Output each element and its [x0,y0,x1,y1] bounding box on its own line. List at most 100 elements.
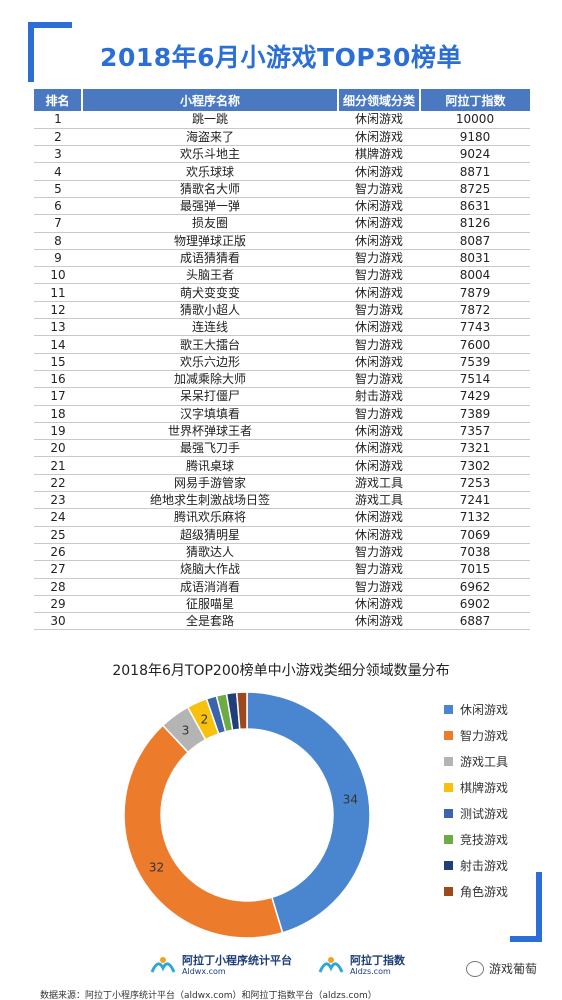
app-name-cell: 汉字填填看 [82,405,338,423]
aladdin-index-logo-icon [318,957,344,973]
index-cell: 8725 [420,180,530,198]
table-row: 24 腾讯欢乐麻将 休闲游戏 7132 [34,508,530,527]
index-cell: 7357 [420,422,530,441]
legend-item: 测试游戏 [444,800,508,826]
legend-label: 射击游戏 [460,858,509,873]
legend-swatch [444,834,453,844]
app-name-cell: 猜歌达人 [82,543,338,562]
category-cell: 智力游戏 [338,405,420,423]
app-name-cell: 跳一跳 [82,111,338,129]
legend-item: 游戏工具 [444,748,508,774]
index-cell: 6962 [420,578,530,596]
category-cell: 休闲游戏 [338,232,420,250]
app-name-cell: 歌王大擂台 [82,335,338,354]
legend-swatch [444,782,453,792]
category-cell: 休闲游戏 [338,197,420,216]
donut-slice [235,691,248,731]
app-name-cell: 腾讯桌球 [82,456,338,475]
legend-item: 竞技游戏 [444,826,508,852]
rank-cell: 6 [34,197,82,216]
index-cell: 7253 [420,474,530,493]
app-name-cell: 最强飞刀手 [82,439,338,458]
data-source-note: 数据来源：阿拉丁小程序统计平台（aldwx.com）和阿拉丁指数平台（aldzs… [40,991,377,1000]
rank-cell: 27 [34,560,82,579]
table-row: 20 最强飞刀手 休闲游戏 7321 [34,439,530,458]
category-cell: 休闲游戏 [338,422,420,441]
category-cell: 智力游戏 [338,543,420,562]
app-name-cell: 成语猜猜看 [82,249,338,268]
rank-cell: 26 [34,543,82,562]
index-cell: 8631 [420,197,530,216]
table-row: 8 物理弹球正版 休闲游戏 8087 [34,232,530,250]
index-cell: 6902 [420,595,530,614]
app-name-cell: 猜歌名大师 [82,180,338,198]
table-row: 19 世界杯弹球王者 休闲游戏 7357 [34,422,530,441]
corner-bracket-bottom-right [510,872,542,942]
app-name-cell: 世界杯弹球王者 [82,422,338,441]
rank-cell: 20 [34,439,82,458]
app-name-cell: 烧脑大作战 [82,560,338,579]
app-name-cell: 腾讯欢乐麻将 [82,508,338,527]
table-row: 21 腾讯桌球 休闲游戏 7302 [34,456,530,475]
rank-cell: 8 [34,232,82,250]
legend-swatch [444,704,453,714]
category-cell: 智力游戏 [338,578,420,596]
table-row: 23 绝地求生刺激战场日签 游戏工具 7241 [34,491,530,510]
index-cell: 7321 [420,439,530,458]
category-cell: 智力游戏 [338,335,420,354]
index-cell: 7069 [420,526,530,544]
index-cell: 7389 [420,405,530,423]
table-row: 9 成语猜猜看 智力游戏 8031 [34,249,530,268]
table-row: 4 欢乐球球 休闲游戏 8871 [34,162,530,181]
app-name-cell: 物理弹球正版 [82,232,338,250]
category-cell: 休闲游戏 [338,318,420,337]
table-row: 28 成语消消看 智力游戏 6962 [34,578,530,596]
rank-cell: 25 [34,526,82,544]
table-row: 14 歌王大擂台 智力游戏 7600 [34,335,530,354]
app-name-cell: 绝地求生刺激战场日签 [82,491,338,510]
chart-legend: 休闲游戏 智力游戏 游戏工具 棋牌游戏 测试游戏 竞技游戏 射击游戏 角色游戏 [444,696,508,904]
legend-item: 棋牌游戏 [444,774,508,800]
table-row: 17 呆呆打僵尸 射击游戏 7429 [34,387,530,406]
app-name-cell: 呆呆打僵尸 [82,387,338,406]
table-body: 1 跳一跳 休闲游戏 10000 2 海盗来了 休闲游戏 9180 3 欢乐斗地主 棋牌游戏 9024… [34,111,530,631]
rank-cell: 19 [34,422,82,441]
category-cell: 智力游戏 [338,180,420,198]
index-cell: 7429 [420,387,530,406]
legend-swatch [444,860,453,870]
legend-item: 休闲游戏 [444,696,508,722]
rank-cell: 9 [34,249,82,268]
table-row: 26 猜歌达人 智力游戏 7038 [34,543,530,562]
rank-cell: 18 [34,405,82,423]
index-cell: 7600 [420,335,530,354]
wechat-account-name: 游戏葡萄 [489,962,538,976]
rank-cell: 4 [34,162,82,181]
rank-cell: 17 [34,387,82,406]
rank-cell: 16 [34,370,82,389]
logo1-name: 阿拉丁小程序统计平台 [182,953,292,967]
index-cell: 8126 [420,214,530,233]
category-cell: 智力游戏 [338,560,420,579]
corner-bracket-top-left [28,22,72,82]
rank-cell: 12 [34,301,82,320]
category-cell: 休闲游戏 [338,111,420,129]
wechat-account: 游戏葡萄 [466,960,537,977]
category-cell: 游戏工具 [338,474,420,493]
category-cell: 智力游戏 [338,370,420,389]
app-name-cell: 最强弹一弹 [82,197,338,216]
donut-data-label: 3 [182,723,190,737]
rank-cell: 7 [34,214,82,233]
table-row: 22 网易手游管家 游戏工具 7253 [34,474,530,493]
aldwx-logo: 阿拉丁小程序统计平台 Aldwx.com [150,954,292,976]
legend-label: 角色游戏 [460,884,509,899]
rank-cell: 24 [34,508,82,527]
category-cell: 休闲游戏 [338,595,420,614]
donut-data-label: 34 [343,793,358,807]
logo1-url: Aldwx.com [182,966,226,976]
aladdin-logo-icon [150,957,176,973]
app-name-cell: 欢乐斗地主 [82,145,338,164]
table-row: 27 烧脑大作战 智力游戏 7015 [34,560,530,579]
wechat-icon [466,960,484,977]
rank-cell: 21 [34,456,82,475]
category-cell: 智力游戏 [338,249,420,268]
